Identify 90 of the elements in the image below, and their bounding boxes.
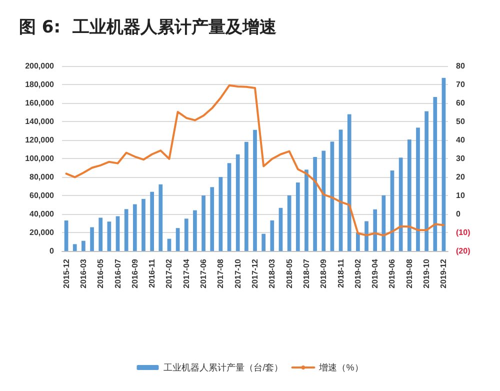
x-tick-label: 2019-06 [388, 258, 397, 288]
bar [244, 142, 248, 251]
bar [132, 204, 137, 251]
legend-label: 工业机器人累计产量（台/套） [164, 362, 284, 372]
y-tick-label: 120,000 [25, 136, 55, 144]
y2-tick-label: 10 [456, 191, 466, 200]
bar [210, 187, 214, 251]
bar [124, 209, 128, 251]
bar [72, 244, 77, 251]
x-tick-label: 2016-11 [148, 258, 157, 288]
bar [82, 240, 86, 251]
x-tick-label: 2016-03 [78, 258, 88, 288]
bar [347, 114, 352, 251]
bar [424, 111, 428, 251]
x-tick-label: 2019-08 [404, 258, 414, 288]
x-tick-label: 2019-12 [439, 258, 448, 288]
x-tick-label: 2017-02 [164, 258, 174, 288]
x-tick-label: 2016-09 [130, 258, 140, 288]
x-tick-label: 2018-11 [336, 258, 346, 288]
x-tick-label: 2017-08 [216, 258, 226, 288]
x-tick-label: 2015-12 [62, 258, 71, 288]
y2-tick-label: 70 [456, 80, 466, 89]
x-tick-label: 2017-06 [199, 258, 208, 288]
bar [364, 221, 368, 251]
bar [356, 232, 360, 251]
y-tick-label: 140,000 [25, 117, 55, 126]
bar [142, 198, 146, 251]
y-tick-label: 160,000 [25, 98, 55, 108]
y-tick-label: 40,000 [30, 210, 55, 218]
bar [236, 154, 240, 251]
bar [433, 96, 438, 251]
line-series [65, 84, 445, 236]
x-tick-label: 2017-04 [182, 258, 191, 288]
y-tick-label: 60,000 [30, 191, 55, 200]
y2-tick-label: 40 [456, 136, 466, 144]
y2-tick-label: 50 [456, 117, 466, 126]
y-tick-label: 80,000 [30, 172, 55, 182]
bar [116, 216, 120, 251]
x-tick-label: 2016-07 [113, 258, 122, 288]
y-tick-label: 100,000 [25, 154, 55, 163]
x-tick-label: 2018-07 [302, 258, 311, 288]
y2-tick-label: 0 [456, 210, 461, 218]
y-tick-label: 180,000 [25, 80, 55, 89]
bar [218, 177, 223, 251]
bar [296, 182, 300, 251]
bar [270, 220, 274, 251]
bar [107, 222, 112, 251]
y-tick-label: 200,000 [25, 62, 55, 70]
bar [193, 210, 197, 251]
bar [98, 218, 103, 251]
x-tick-label: 2017-12 [250, 258, 260, 288]
bar [90, 227, 94, 251]
y2-tick-label: (10) [456, 228, 471, 237]
bar [313, 157, 317, 251]
bar [176, 228, 180, 251]
bar [416, 128, 420, 251]
x-tick-label: 2019-04 [370, 258, 380, 288]
bar [322, 150, 326, 251]
x-tick-label: 2019-10 [422, 258, 432, 288]
bar [202, 196, 206, 251]
bar [158, 184, 163, 251]
bar [304, 170, 308, 251]
y2-tick-label: 80 [456, 62, 466, 70]
bar [184, 218, 188, 251]
bar [253, 130, 257, 251]
chart-title: 图 6: 工业机器人累计产量及增速 [19, 18, 276, 38]
bar [278, 208, 283, 251]
x-tick-label: 2019-02 [353, 258, 362, 288]
y2-tick-label: 60 [456, 98, 466, 108]
y2-tick-label: (20) [456, 246, 471, 256]
y-tick-label: 20,000 [30, 228, 55, 237]
bar [442, 78, 446, 251]
y2-tick-label: 20 [456, 172, 466, 182]
x-tick-label: 2017-10 [233, 258, 242, 288]
bar [150, 192, 154, 251]
bar [227, 163, 232, 251]
bar [373, 209, 378, 251]
x-tick-label: 2016-05 [96, 258, 106, 288]
bar [262, 234, 266, 251]
y-tick-label: 0 [50, 246, 55, 256]
bar [398, 158, 403, 251]
x-tick-label: 2018-03 [268, 258, 277, 288]
bar [382, 195, 386, 251]
bar [64, 220, 68, 251]
legend-label: 增速（%） [318, 362, 364, 372]
bar [407, 139, 412, 251]
x-tick-label: 2018-05 [284, 258, 294, 288]
x-tick-label: 2018-09 [319, 258, 328, 288]
bar [287, 195, 292, 251]
y2-tick-label: 30 [456, 154, 466, 163]
